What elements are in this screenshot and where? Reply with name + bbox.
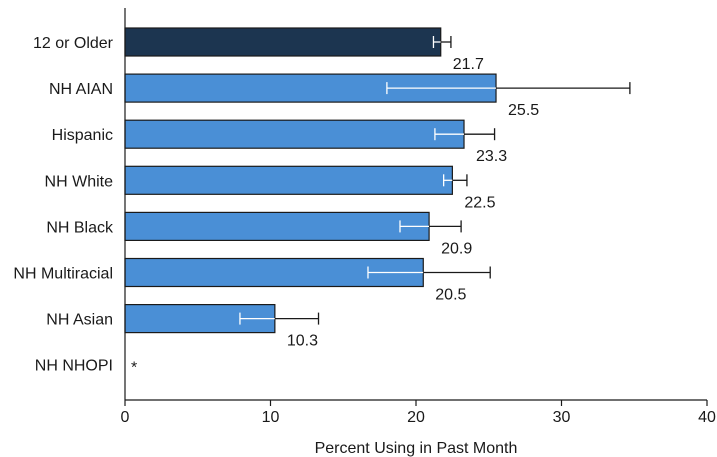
axes-group — [124, 8, 707, 401]
category-label-12-or-older: 12 or Older — [33, 35, 114, 52]
x-tick-label-30: 30 — [553, 409, 571, 426]
value-label-nh-multiracial: 20.5 — [435, 287, 466, 304]
x-ticks-group: 0 10 20 30 40 — [121, 400, 716, 426]
bar-nh-white — [124, 165, 453, 195]
error-bar-nh-aian — [386, 82, 631, 95]
x-tick-label-40: 40 — [698, 409, 716, 426]
x-tick-label-0: 0 — [121, 409, 130, 426]
value-label-nh-black: 20.9 — [441, 240, 472, 257]
category-label-nh-white: NH White — [45, 173, 114, 190]
value-label-nh-nhopi: * — [131, 360, 137, 377]
value-label-nh-aian: 25.5 — [508, 102, 539, 119]
bars-group — [124, 27, 497, 334]
x-tick-label-20: 20 — [407, 409, 425, 426]
bar-hispanic — [124, 119, 465, 149]
category-label-nh-black: NH Black — [46, 219, 114, 236]
category-labels-group: 12 or Older NH AIAN Hispanic NH White NH Bla… — [13, 35, 114, 375]
value-label-nh-white: 22.5 — [464, 194, 495, 211]
error-bar-12-or-older — [432, 36, 452, 48]
x-tick-label-10: 10 — [262, 409, 280, 426]
value-label-hispanic: 23.3 — [476, 148, 507, 165]
error-bars-group — [239, 36, 631, 325]
error-bar-hispanic — [434, 128, 496, 141]
category-label-hispanic: Hispanic — [52, 127, 113, 144]
error-bar-nh-asian — [239, 312, 320, 325]
error-bar-nh-black — [399, 220, 462, 233]
category-label-nh-asian: NH Asian — [46, 312, 113, 329]
error-bar-nh-white — [442, 174, 468, 187]
category-label-nh-multiracial: NH Multiracial — [13, 266, 113, 283]
x-axis-label: Percent Using in Past Month — [315, 440, 518, 457]
bar-nh-black — [124, 211, 430, 241]
value-label-nh-asian: 10.3 — [287, 333, 318, 350]
error-bar-nh-multiracial — [367, 266, 491, 279]
value-labels-group: 21.7 25.5 23.3 22.5 20.9 20.5 10.3 * — [131, 56, 539, 377]
category-label-nh-nhopi: NH NHOPI — [35, 358, 113, 375]
bar-12-or-older — [124, 27, 442, 57]
category-label-nh-aian: NH AIAN — [49, 81, 113, 98]
value-label-12-or-older: 21.7 — [453, 56, 484, 73]
